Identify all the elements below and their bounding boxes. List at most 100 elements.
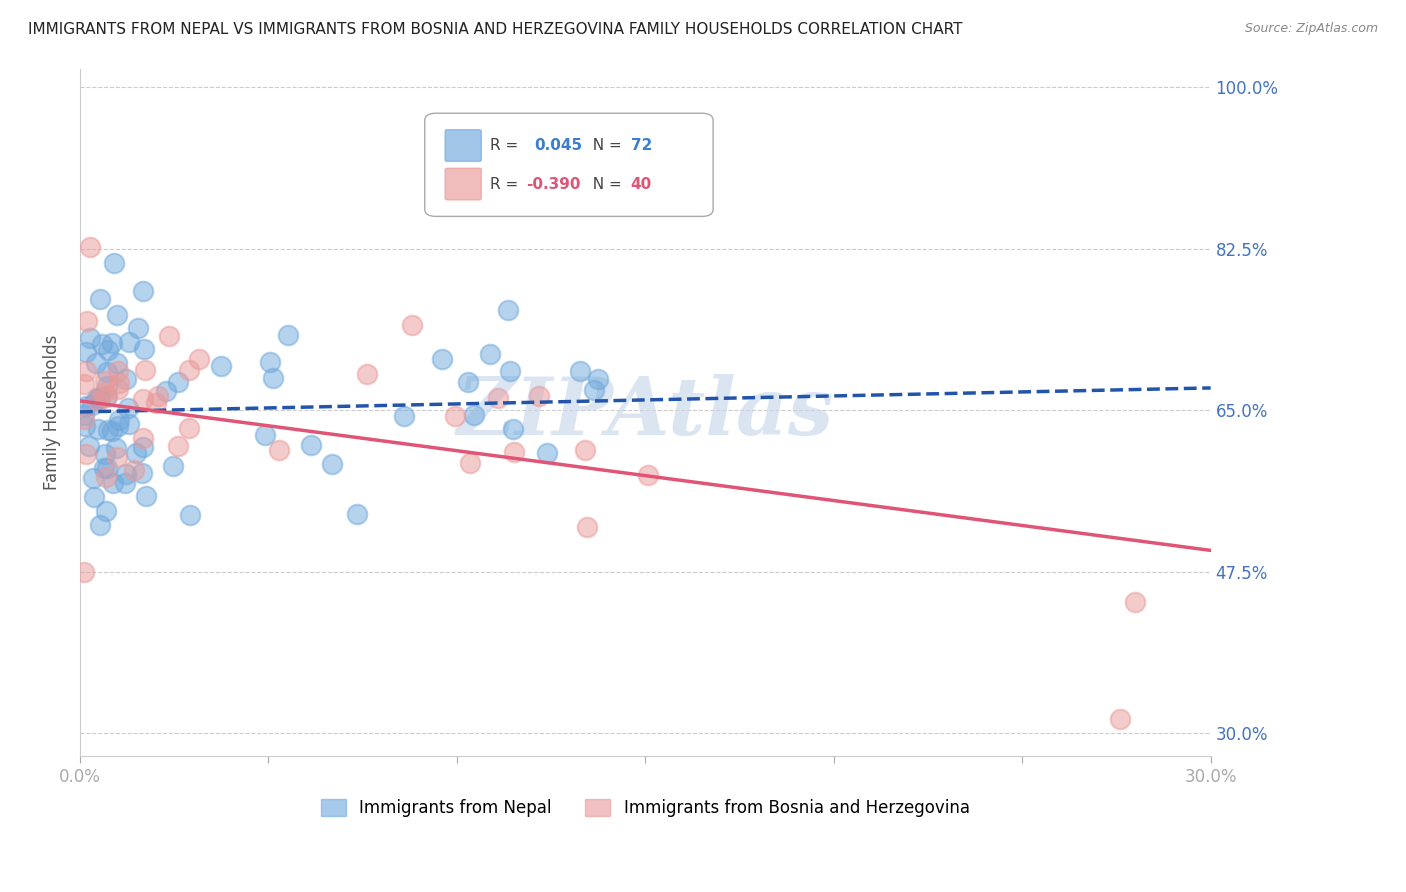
Point xyxy=(87,422,110,436)
Point xyxy=(73,419,96,434)
Point xyxy=(392,409,415,424)
Point xyxy=(132,342,155,356)
Point xyxy=(96,389,118,403)
Point xyxy=(1109,712,1132,726)
Point xyxy=(75,344,97,359)
Point xyxy=(72,377,94,392)
Point xyxy=(167,376,190,390)
Point xyxy=(568,364,591,378)
Point xyxy=(96,460,118,475)
Point xyxy=(75,364,97,378)
Point xyxy=(101,336,124,351)
Point xyxy=(254,428,277,442)
Point xyxy=(145,395,167,409)
Point xyxy=(107,383,129,397)
Point xyxy=(134,363,156,377)
Point xyxy=(97,423,120,437)
Point xyxy=(131,284,153,298)
Point xyxy=(127,321,149,335)
Point xyxy=(73,411,96,425)
Point xyxy=(105,308,128,322)
Point xyxy=(463,408,485,422)
Point xyxy=(115,372,138,386)
Point xyxy=(132,392,155,407)
Legend: Immigrants from Nepal, Immigrants from Bosnia and Herzegovina: Immigrants from Nepal, Immigrants from B… xyxy=(315,792,976,823)
Point xyxy=(75,447,97,461)
Point xyxy=(107,364,129,378)
Point xyxy=(187,351,209,366)
Point xyxy=(94,391,117,405)
Point xyxy=(503,444,526,458)
Point xyxy=(94,503,117,517)
Point xyxy=(117,401,139,416)
Point xyxy=(103,475,125,490)
Text: 40: 40 xyxy=(630,177,652,192)
FancyBboxPatch shape xyxy=(446,129,481,161)
Point xyxy=(122,463,145,477)
Point xyxy=(79,240,101,254)
Point xyxy=(131,466,153,480)
Point xyxy=(79,331,101,345)
Point xyxy=(502,422,524,436)
Point xyxy=(321,457,343,471)
Point xyxy=(118,334,141,349)
Point xyxy=(108,413,131,427)
Point xyxy=(89,292,111,306)
Point xyxy=(132,440,155,454)
Point xyxy=(105,355,128,369)
Point xyxy=(75,399,97,413)
Point xyxy=(179,508,201,523)
Point xyxy=(432,351,454,366)
Point xyxy=(76,314,98,328)
Text: N =: N = xyxy=(583,177,627,192)
Point xyxy=(83,490,105,504)
Point xyxy=(107,418,129,433)
Point xyxy=(157,328,180,343)
Text: -0.390: -0.390 xyxy=(526,177,581,192)
Point xyxy=(401,318,423,332)
Point xyxy=(167,439,190,453)
Point xyxy=(125,446,148,460)
Point xyxy=(101,424,124,438)
Text: IMMIGRANTS FROM NEPAL VS IMMIGRANTS FROM BOSNIA AND HERZEGOVINA FAMILY HOUSEHOLD: IMMIGRANTS FROM NEPAL VS IMMIGRANTS FROM… xyxy=(28,22,963,37)
Point xyxy=(536,446,558,460)
Point xyxy=(276,327,298,342)
Point xyxy=(73,565,96,579)
Point xyxy=(177,421,200,435)
Point xyxy=(267,442,290,457)
Point xyxy=(134,489,156,503)
Text: N =: N = xyxy=(583,138,627,153)
Point xyxy=(118,417,141,432)
Text: 72: 72 xyxy=(630,138,652,153)
FancyBboxPatch shape xyxy=(446,169,481,200)
Point xyxy=(93,461,115,475)
Point xyxy=(105,450,128,464)
Point xyxy=(79,439,101,453)
Point xyxy=(103,256,125,270)
Point xyxy=(582,384,605,398)
Point xyxy=(177,363,200,377)
Point xyxy=(499,364,522,378)
Point xyxy=(91,386,114,401)
Point xyxy=(259,355,281,369)
Point xyxy=(457,375,479,389)
Text: ZIPAtlas: ZIPAtlas xyxy=(457,374,834,451)
Point xyxy=(496,302,519,317)
Point xyxy=(114,476,136,491)
Point xyxy=(263,371,285,385)
Text: R =: R = xyxy=(491,177,523,192)
Text: 0.045: 0.045 xyxy=(534,138,582,153)
Point xyxy=(162,459,184,474)
Point xyxy=(87,393,110,408)
Point xyxy=(586,372,609,386)
Point xyxy=(82,471,104,485)
Point xyxy=(86,391,108,405)
Point xyxy=(460,456,482,470)
Point xyxy=(108,376,131,391)
Point xyxy=(93,447,115,461)
Point xyxy=(96,365,118,379)
Point xyxy=(155,384,177,398)
Point xyxy=(104,441,127,455)
Point xyxy=(86,356,108,370)
Point xyxy=(87,391,110,405)
